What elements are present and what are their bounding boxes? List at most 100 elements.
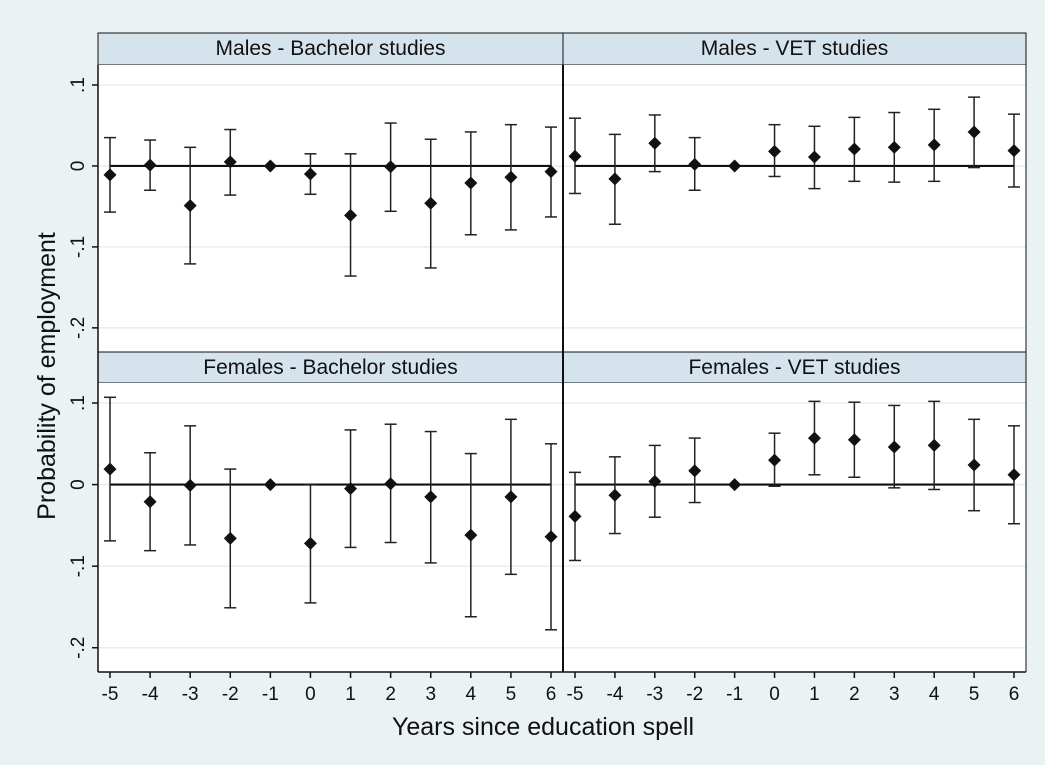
plot-area: [98, 383, 563, 672]
x-tick-label: 2: [385, 684, 396, 705]
x-tick-label: -3: [646, 684, 663, 705]
point-estimate-marker: [1007, 468, 1021, 482]
y-tick-label: -.2: [68, 317, 89, 339]
point-estimate-marker: [143, 158, 157, 172]
plot-area: [563, 383, 1026, 672]
point-estimate-marker: [807, 431, 821, 445]
x-tick-label: -1: [726, 684, 743, 705]
point-estimate-marker: [303, 536, 317, 550]
y-tick-label: .1: [68, 395, 89, 411]
point-estimate-marker: [504, 170, 518, 184]
panel-title: Males - VET studies: [701, 37, 889, 60]
panel-0: Males - Bachelor studies: [97, 32, 564, 352]
panel-title: Males - Bachelor studies: [216, 37, 446, 60]
point-estimate-marker: [927, 438, 941, 452]
point-estimate-marker: [608, 172, 622, 186]
point-estimate-marker: [568, 149, 582, 163]
point-estimate-marker: [504, 490, 518, 504]
point-estimate-marker: [768, 144, 782, 158]
x-tick-label: 6: [546, 684, 557, 705]
panel-title: Females - Bachelor studies: [203, 356, 457, 379]
point-estimate-marker: [1007, 144, 1021, 158]
point-estimate-marker: [183, 478, 197, 492]
x-tick-label: 5: [969, 684, 980, 705]
point-estimate-marker: [384, 160, 398, 174]
x-tick-label: 3: [425, 684, 436, 705]
point-estimate-marker: [768, 453, 782, 467]
x-tick-label: -3: [182, 684, 199, 705]
x-tick-label: 4: [466, 684, 477, 705]
point-estimate-marker: [648, 136, 662, 150]
panels-layer: Males - Bachelor studies Males - VET stud…: [97, 32, 1027, 672]
point-estimate-marker: [807, 150, 821, 164]
x-tick-label: 3: [889, 684, 900, 705]
panel-strip: [97, 351, 564, 384]
point-estimate-marker: [544, 165, 558, 179]
axes-layer: .1 0 -.1 -.2 .1 0 -.1 -.2 -5 -4 -3 -2 -1 0 1 2 3 4 5 6 -5 -4 -…: [68, 33, 1027, 705]
y-tick-label: 0: [68, 161, 89, 172]
point-estimate-marker: [344, 208, 358, 222]
panel-1: Males - VET studies: [562, 32, 1027, 352]
point-estimate-marker: [103, 462, 117, 476]
x-tick-label: 2: [849, 684, 860, 705]
panel-3: Females - VET studies: [562, 351, 1027, 672]
point-estimate-marker: [847, 433, 861, 447]
panel-strip: [562, 351, 1027, 384]
x-tick-label: 0: [305, 684, 316, 705]
x-tick-label: -4: [142, 684, 159, 705]
y-tick-label: -.2: [68, 637, 89, 659]
x-tick-label: -5: [102, 684, 119, 705]
point-estimate-marker: [424, 196, 438, 210]
plot-area: [563, 65, 1026, 352]
point-estimate-marker: [967, 125, 981, 139]
point-estimate-marker: [263, 478, 277, 492]
point-estimate-marker: [464, 176, 478, 190]
plot-area: [98, 65, 563, 352]
point-estimate-marker: [464, 528, 478, 542]
point-estimate-marker: [384, 477, 398, 491]
x-tick-label: -4: [606, 684, 623, 705]
panel-2: Females - Bachelor studies: [97, 351, 564, 672]
y-tick-label: -.1: [68, 555, 89, 577]
x-tick-label: 4: [929, 684, 940, 705]
x-tick-label: -5: [567, 684, 584, 705]
point-estimate-marker: [103, 168, 117, 182]
point-estimate-marker: [223, 155, 237, 169]
x-tick-label: 1: [809, 684, 820, 705]
point-estimate-marker: [183, 199, 197, 213]
point-estimate-marker: [223, 531, 237, 545]
point-estimate-marker: [927, 138, 941, 152]
point-estimate-marker: [688, 464, 702, 478]
point-estimate-marker: [263, 159, 277, 173]
panel-strip: [97, 32, 564, 66]
point-estimate-marker: [344, 482, 358, 496]
x-tick-label: -2: [686, 684, 703, 705]
panel-strip: [562, 32, 1027, 66]
point-estimate-marker: [967, 458, 981, 472]
point-estimate-marker: [887, 440, 901, 454]
point-estimate-marker: [728, 159, 742, 173]
y-tick-label: .1: [68, 77, 89, 93]
point-estimate-marker: [648, 474, 662, 488]
x-axis-title: Years since education spell: [392, 713, 694, 741]
x-tick-label: 1: [345, 684, 356, 705]
y-tick-label: 0: [68, 479, 89, 490]
point-estimate-marker: [887, 140, 901, 154]
point-estimate-marker: [688, 157, 702, 171]
x-tick-label: 5: [506, 684, 517, 705]
point-estimate-marker: [544, 530, 558, 544]
point-estimate-marker: [424, 490, 438, 504]
point-estimate-marker: [143, 495, 157, 509]
point-estimate-marker: [608, 488, 622, 502]
y-tick-label: -.1: [68, 236, 89, 258]
y-axis-title: Probability of employment: [33, 232, 61, 520]
point-estimate-marker: [568, 509, 582, 523]
point-estimate-marker: [728, 478, 742, 492]
point-estimate-marker: [303, 167, 317, 181]
x-tick-label: -1: [262, 684, 279, 705]
panel-title: Females - VET studies: [688, 356, 900, 379]
x-tick-label: 0: [769, 684, 780, 705]
x-tick-label: 6: [1009, 684, 1020, 705]
